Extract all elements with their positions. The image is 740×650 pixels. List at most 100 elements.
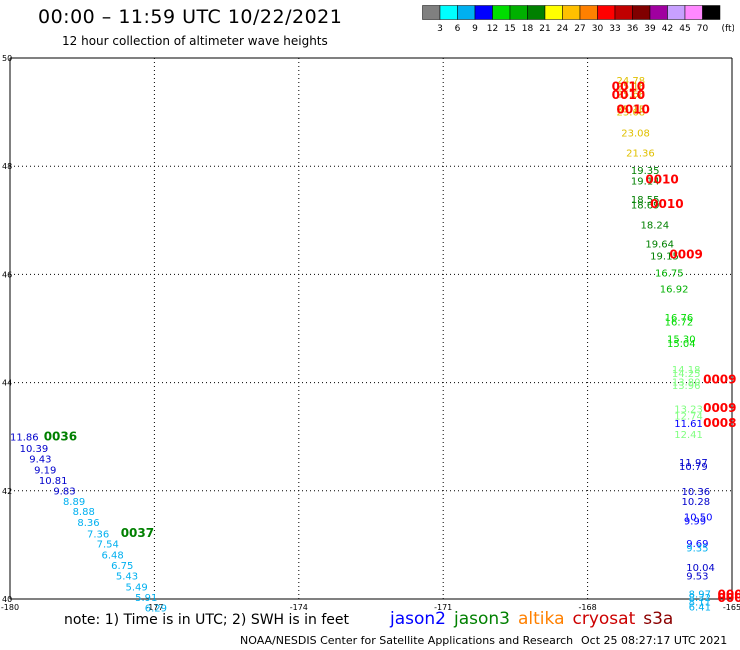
colorbar-label: 6 [455,24,461,34]
colorbar-label: 42 [662,24,673,34]
wave-height-label: 19.15 [650,251,679,262]
wave-height-label: 21.36 [626,148,655,159]
wave-height-label: 9.69 [686,539,708,550]
colorbar-label: 3 [437,24,443,34]
legend-altika: altika [518,609,565,629]
wave-height-label: 9.43 [29,455,51,466]
colorbar-label: 39 [644,24,656,34]
wave-height-label: 18.69 [631,200,660,211]
wave-height-label: 11.61 [674,419,703,430]
lon-tick-label: -171 [434,603,452,612]
wave-height-label: 11.97 [679,458,708,469]
wave-height-label: 25.18 [616,81,645,92]
colorbar-label: 45 [679,24,690,34]
colorbar-label: 70 [697,24,709,34]
time-label: 0010 [612,79,645,93]
lon-tick-label: -174 [290,603,308,612]
wave-height-label: 9.35 [686,543,708,554]
wave-height-label: 12.74 [674,411,703,422]
wave-height-label: 9.83 [53,487,75,498]
wave-height-label: 9.53 [686,572,708,583]
lat-tick-label: 44 [2,379,12,388]
wave-height-label: 14.25 [672,369,701,380]
wave-height-label: 7.54 [97,540,119,551]
footer-credit: NOAA/NESDIS Center for Satellite Applica… [240,634,574,647]
colorbar-label: 9 [472,24,478,34]
wave-height-label: 13.96 [672,381,701,392]
wave-height-label: 6.29 [145,603,167,614]
wave-height-label: 25.68 [616,89,645,100]
time-label: 0008 [703,416,736,430]
time-label: 0010 [612,88,645,102]
wave-height-label: 8.36 [77,518,99,529]
time-label: 0010 [645,173,678,187]
wave-height-label: 10.04 [686,563,715,574]
wave-height-label: 13.23 [674,404,703,415]
time-label: 0010 [650,197,683,211]
wave-height-label: 6.41 [689,602,711,613]
wave-height-label: 24.78 [616,76,645,87]
time-label: 0009 [669,248,702,262]
lon-tick-label: -165 [723,603,740,612]
page-title: 00:00 – 11:59 UTC 10/22/2021 [38,6,343,28]
wave-height-label: 11.86 [10,432,39,443]
wave-height-label: 5.91 [135,593,157,604]
wave-height-label: 16.75 [655,269,684,280]
legend-jason3: jason3 [454,609,510,629]
legend-jason2: jason2 [390,609,446,629]
colorbar-unit: (ft) [722,24,735,34]
lon-tick-label: -168 [579,603,597,612]
wave-height-label: 18.55 [631,195,660,206]
time-labels: 0010001000100010001000090009000900080008… [44,79,740,605]
wave-height-label: 7.36 [87,529,109,540]
wave-height-label: 15.04 [667,339,696,350]
footer-note: note: 1) Time is in UTC; 2) SWH is in fe… [64,612,350,628]
wave-height-label: 23.08 [621,128,650,139]
lat-tick-label: 40 [2,595,12,604]
lat-tick-label: 42 [2,487,12,496]
legend-s3a: s3a [643,609,674,629]
time-label: 0036 [44,429,77,443]
wave-height-label: 8.97 [689,589,711,600]
wave-height-map: -180 -177 -174 -171 -168 -165 40 42 44 46 48 50 24.… [1,54,740,614]
colorbar-label: 15 [504,24,515,34]
wave-height-label: 6.48 [101,550,123,561]
wave-height-label: 13.80 [672,377,701,388]
colorbar-swatch [702,5,721,20]
wave-height-label: 19.64 [645,239,674,250]
wave-height-label: 19.14 [631,177,660,188]
colorbar-label: 12 [487,24,498,34]
wave-height-label: 14.18 [672,365,701,376]
colorbar-label: 30 [592,24,604,34]
colorbar-label: 33 [609,24,620,34]
wave-height-label: 15.30 [667,335,696,346]
wave-height-label: 8.11 [689,597,711,608]
time-label: 0010 [616,103,649,117]
colorbar-label: 27 [574,24,585,34]
wave-height-label: 10.39 [20,444,49,455]
satellite-legend: jason2 jason3 altika cryosat s3a [390,609,681,629]
wave-height-label: 8.89 [63,497,85,508]
time-label: 0008 [718,587,740,601]
wave-height-label: 19.35 [631,166,660,177]
time-label: 0037 [121,526,154,540]
map-grid [9,57,733,600]
wave-height-label: 9.99 [684,516,706,527]
wave-height-label: 23.68 [616,107,645,118]
wave-height-label: 10.50 [684,513,713,524]
colorbar-label: 21 [539,24,550,34]
lat-tick-label: 46 [2,270,12,279]
map-axis-ticks: -180 -177 -174 -171 -168 -165 40 42 44 46 48 50 [1,54,740,612]
wave-height-label: 10.28 [681,497,710,508]
time-label: 0008 [718,591,740,605]
wave-height-label: 10.79 [679,462,708,473]
wave-height-label: 5.43 [116,572,138,583]
footer-timestamp: Oct 25 08:27:17 UTC 2021 [581,634,728,647]
wave-height-label: 18.24 [641,220,670,231]
legend-cryosat: cryosat [572,609,636,629]
page-subtitle: 12 hour collection of altimeter wave hei… [62,34,328,48]
wave-height-label: 16.76 [665,313,694,324]
colorbar-label: 36 [627,24,639,34]
wave-height-label: 12.41 [674,430,703,441]
